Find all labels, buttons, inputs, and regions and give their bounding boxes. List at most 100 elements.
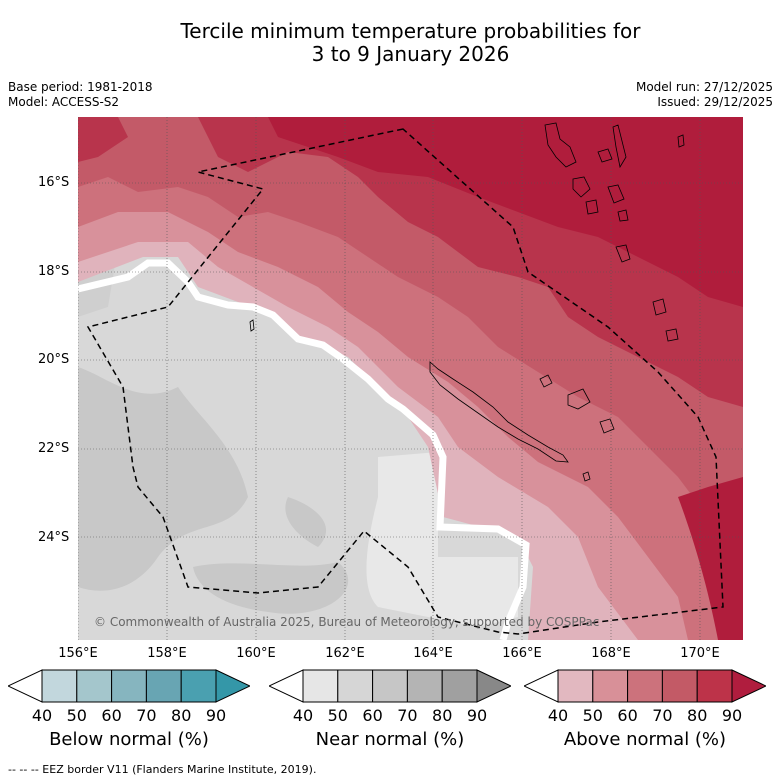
lat-label-22s: 22°S [38,441,70,456]
near-normal-60-patch [78,367,248,591]
model-run: Model run: 27/12/2025 [635,80,773,94]
near-normal-40-patch [366,452,518,627]
legend-tick-label: 70 [397,706,418,725]
legend-tick-label: 50 [327,706,348,725]
lat-label-20s: 20°S [38,352,70,367]
above-normal-80 [78,117,128,162]
legend-swatch [180,669,217,703]
above-normal-90 [678,477,743,640]
legend-above-normal: 40 50 60 70 80 90 Above normal (%) [522,668,768,750]
legend-tick-label: 40 [31,706,53,725]
legend-caption: Below normal (%) [49,729,209,750]
island-chesterfield [249,319,255,332]
legend-caption: Above normal (%) [563,729,727,750]
legend-tick-label: 80 [432,706,453,725]
legend-bar [522,669,768,703]
legend-extend-high [731,669,768,703]
legend-bar [267,669,513,703]
legend-tick-label: 90 [466,706,488,725]
base-period: Base period: 1981-2018 [8,80,153,94]
vanuatu-island [652,298,667,316]
legend-tick-label: 90 [205,706,227,725]
vanuatu-island [597,148,613,163]
lat-label-24s: 24°S [38,530,70,545]
legend-tick-label: 60 [101,706,122,725]
eez-footer-note: -- -- -- EEZ border V11 (Flanders Marine… [8,763,317,776]
title-line-2: 3 to 9 January 2026 [311,42,510,66]
legend-caption: Near normal (%) [315,729,465,750]
lon-label-158e: 158°E [147,646,187,661]
vanuatu-island [585,199,599,215]
legend-ticks: 40 50 60 70 80 90 [269,706,511,725]
lon-label-160e: 160°E [236,646,276,661]
legend-extend-low [267,669,304,703]
legend-swatch [406,669,443,703]
lon-label-156e: 156°E [58,646,98,661]
legend-bar [6,669,252,703]
legend-near-normal: 40 50 60 70 80 90 Near normal (%) [267,668,513,750]
vanuatu-island [677,134,685,148]
vanuatu-island [607,184,625,204]
vanuatu-island [572,176,591,198]
meta-left: Base period: 1981-2018 Model: ACCESS-S2 [8,80,153,110]
legend-swatch [441,669,478,703]
title-line-1: Tercile minimum temperature probabilitie… [180,19,641,43]
legend-extend-low [6,669,43,703]
lon-label-170e: 170°E [680,646,720,661]
lon-label-166e: 166°E [502,646,542,661]
near-normal-60-patch [285,497,327,547]
legend-tick-label: 50 [66,706,87,725]
meta-right: Model run: 27/12/2025 Issued: 29/12/2025 [636,80,773,110]
legend-swatch [696,669,733,703]
legend-tick-label: 60 [617,706,638,725]
lon-label-168e: 168°E [591,646,631,661]
legend-swatch [372,669,408,703]
above-normal-90 [268,117,743,307]
legend-swatch [627,669,663,703]
legend-swatch [111,669,147,703]
probability-map: © Commonwealth of Australia 2025, Bureau… [78,117,743,640]
eez-border [86,128,724,635]
legend-tick-label: 60 [362,706,383,725]
near-normal-60-patch [193,562,349,614]
legend-extend-low [522,669,559,703]
legend-tick-label: 90 [721,706,743,725]
legend-below-normal: 40 50 60 70 80 90 Below normal (%) [6,668,252,750]
lat-label-16s: 16°S [38,175,70,190]
legend-swatch [76,669,113,703]
lat-label-18s: 18°S [38,264,70,279]
legend-swatch [41,669,78,703]
lon-label-162e: 162°E [325,646,365,661]
loyalty-island [582,471,591,482]
legend-swatch [145,669,182,703]
lon-label-164e: 164°E [413,646,453,661]
legend-ticks: 40 50 60 70 80 90 [524,706,766,725]
vanuatu-island [612,124,627,169]
legend-tick-label: 70 [136,706,157,725]
graticule [78,117,743,640]
legend-tick-label: 40 [292,706,314,725]
legend-tick-label: 70 [652,706,673,725]
legend-swatch [337,669,374,703]
chart-title: Tercile minimum temperature probabilitie… [0,20,781,66]
legend-swatch [302,669,339,703]
vanuatu-island [544,122,577,168]
copyright-text: © Commonwealth of Australia 2025, Bureau… [94,615,599,629]
model-name: Model: ACCESS-S2 [8,95,120,109]
legend-swatch [557,669,594,703]
legend-tick-label: 50 [582,706,603,725]
legend-swatch [592,669,629,703]
legend-tick-label: 80 [687,706,708,725]
vanuatu-island [665,328,679,342]
legend-tick-label: 80 [171,706,192,725]
loyalty-island [567,388,591,410]
issued-date: Issued: 29/12/2025 [657,95,773,109]
new-caledonia-island [429,361,569,463]
legend-extend-high [476,669,513,703]
legend-swatch [661,669,698,703]
loyalty-island [599,418,615,434]
legend-ticks: 40 50 60 70 80 90 [8,706,250,725]
legend-extend-high [215,669,252,703]
category-boundary [78,259,530,640]
loyalty-island [539,374,553,388]
